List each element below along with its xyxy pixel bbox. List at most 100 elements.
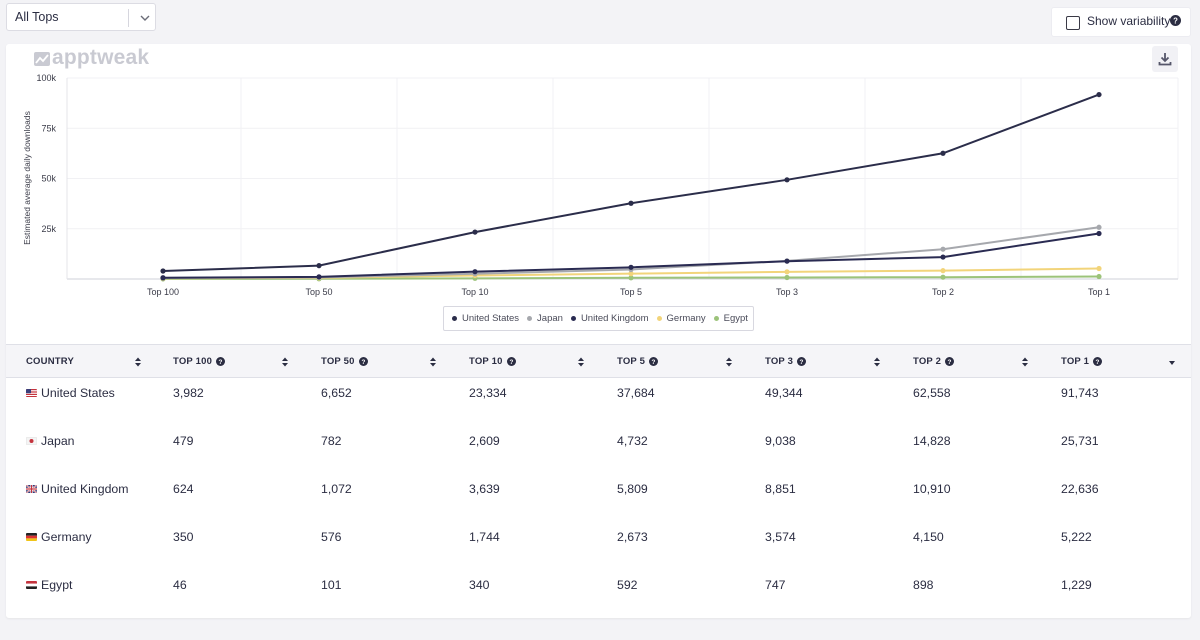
table-cell: 14,828	[913, 434, 951, 448]
table-cell: 8,851	[765, 482, 796, 496]
help-icon[interactable]: ?	[1093, 357, 1103, 366]
legend-item[interactable]: Japan	[527, 313, 563, 324]
table-cell: 2,673	[617, 530, 648, 544]
data-point	[784, 269, 790, 275]
legend-item[interactable]: United Kingdom	[570, 313, 649, 324]
column-header-label: TOP 3	[765, 356, 794, 367]
help-icon[interactable]: ?	[216, 357, 226, 366]
sort-icon[interactable]	[725, 356, 733, 368]
column-header-label: TOP 100	[173, 356, 213, 367]
legend-item[interactable]: Germany	[656, 313, 706, 324]
help-icon[interactable]: ?	[945, 357, 955, 366]
column-header-top-10[interactable]: TOP 10?	[469, 356, 516, 367]
data-point	[1096, 265, 1102, 272]
flag-icon	[26, 533, 37, 541]
country-cell: United States	[26, 386, 115, 400]
column-header-top-1[interactable]: TOP 1?	[1061, 356, 1103, 367]
data-point	[628, 200, 634, 206]
table-cell: 1,072	[321, 482, 352, 496]
table-row: Egypt 46 101 340 592 747 898 1,229	[6, 570, 1191, 618]
legend-dot	[713, 316, 719, 321]
help-icon[interactable]: ?	[649, 357, 659, 366]
legend-dot	[452, 316, 457, 321]
table-cell: 5,222	[1061, 530, 1092, 544]
tops-select-value: All Tops	[15, 10, 59, 24]
column-header-top-5[interactable]: TOP 5?	[617, 356, 659, 367]
table-body: United States 3,982 6,652 23,334 37,684 49,34…	[6, 378, 1191, 618]
show-variability-checkbox[interactable]	[1066, 16, 1080, 30]
data-point	[940, 254, 946, 260]
table-cell: 22,636	[1061, 482, 1099, 496]
table-cell: 576	[321, 530, 342, 544]
country-name: Germany	[41, 530, 92, 544]
tops-select[interactable]: All Tops	[6, 3, 156, 31]
table-cell: 592	[617, 578, 638, 592]
data-point	[160, 275, 166, 281]
column-header-country[interactable]: COUNTRY	[26, 356, 74, 367]
sort-icon[interactable]	[1021, 356, 1029, 368]
column-header-label: TOP 2	[913, 356, 942, 367]
table-cell: 6,652	[321, 386, 352, 400]
table-cell: 5,809	[617, 482, 648, 496]
download-icon	[1158, 53, 1172, 66]
svg-text:?: ?	[219, 359, 223, 366]
column-header-label: COUNTRY	[26, 356, 75, 367]
legend-dot	[527, 316, 533, 321]
sort-icon[interactable]	[134, 356, 142, 368]
help-icon[interactable]: ?	[358, 357, 368, 366]
download-button[interactable]	[1152, 46, 1178, 72]
sort-icon[interactable]	[577, 356, 585, 368]
help-icon[interactable]: ?	[797, 357, 807, 366]
data-point	[472, 269, 478, 275]
column-header-label: TOP 1	[1061, 356, 1090, 367]
column-header-top-50[interactable]: TOP 50?	[321, 356, 368, 367]
show-variability-label: Show variability	[1087, 14, 1171, 28]
legend-item[interactable]: Egypt	[713, 313, 748, 324]
data-point	[940, 150, 946, 156]
data-point	[1096, 230, 1102, 237]
column-header-top-100[interactable]: TOP 100?	[173, 356, 226, 367]
table-row: United Kingdom 624 1,072 3,639 5,809 8,851 10,…	[6, 474, 1191, 522]
svg-text:?: ?	[1173, 16, 1178, 25]
table-cell: 23,334	[469, 386, 507, 400]
y-tick-label: 25k	[41, 224, 56, 234]
data-point	[316, 274, 322, 280]
table-cell: 4,150	[913, 530, 944, 544]
logo-chart-icon	[34, 52, 50, 66]
legend-dot	[656, 316, 662, 321]
y-tick-label: 50k	[41, 174, 56, 184]
svg-text:?: ?	[361, 359, 365, 366]
table-cell: 747	[765, 578, 786, 592]
x-tick-label: Top 3	[776, 287, 798, 297]
column-header-top-2[interactable]: TOP 2?	[913, 356, 955, 367]
y-axis-label: Estimated average daily downloads	[22, 111, 32, 245]
table-cell: 2,609	[469, 434, 500, 448]
chevron-down-icon[interactable]	[137, 9, 153, 27]
flag-icon	[26, 389, 37, 397]
column-header-top-3[interactable]: TOP 3?	[765, 356, 807, 367]
svg-text:?: ?	[800, 359, 804, 366]
table-row: Japan 479 782 2,609 4,732 9,038 14,828 25,731	[6, 426, 1191, 474]
help-icon[interactable]: ?	[506, 357, 516, 366]
country-cell: United Kingdom	[26, 482, 129, 496]
data-point	[1096, 273, 1102, 280]
data-point	[160, 268, 166, 274]
sort-desc-icon[interactable]	[1168, 356, 1176, 368]
sort-icon[interactable]	[873, 356, 881, 368]
table-cell: 340	[469, 578, 490, 592]
sort-icon[interactable]	[281, 356, 289, 368]
table-cell: 62,558	[913, 386, 951, 400]
data-point	[316, 263, 322, 269]
table-cell: 4,732	[617, 434, 648, 448]
sort-icon[interactable]	[429, 356, 437, 368]
show-variability-toggle[interactable]: Show variability ?	[1051, 7, 1191, 37]
legend-item[interactable]: United States	[452, 313, 519, 324]
data-point	[628, 271, 634, 277]
x-tick-label: Top 100	[147, 287, 179, 297]
table-cell: 3,982	[173, 386, 204, 400]
table-cell: 49,344	[765, 386, 803, 400]
chart-legend: United States Japan United Kingdom Germany E…	[443, 306, 754, 331]
data-point	[940, 268, 946, 274]
x-tick-label: Top 10	[461, 287, 488, 297]
help-icon[interactable]: ?	[1170, 15, 1181, 26]
